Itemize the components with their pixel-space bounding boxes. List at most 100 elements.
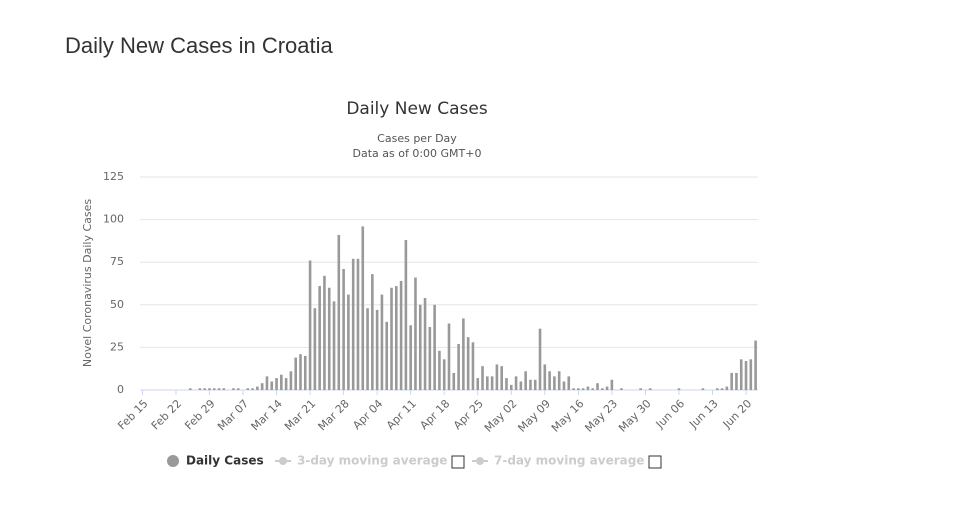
bar bbox=[395, 286, 398, 390]
legend-marker bbox=[476, 457, 484, 465]
bar bbox=[217, 388, 221, 390]
bar bbox=[390, 287, 393, 390]
bar bbox=[457, 343, 460, 390]
x-tick-label: Apr 11 bbox=[384, 397, 419, 432]
bar bbox=[318, 286, 321, 390]
bar bbox=[620, 388, 623, 390]
bar bbox=[557, 371, 561, 390]
bar bbox=[260, 383, 264, 390]
chart-subtitle: Cases per Day bbox=[377, 132, 457, 145]
bar bbox=[505, 378, 508, 390]
bar bbox=[327, 287, 331, 390]
bar bbox=[720, 388, 724, 390]
page-title: Daily New Cases in Croatia bbox=[65, 33, 334, 58]
bar bbox=[399, 280, 403, 390]
legend-label[interactable]: Daily Cases bbox=[186, 454, 264, 468]
chart-subtitle: Data as of 0:00 GMT+0 bbox=[353, 147, 482, 160]
bar bbox=[342, 269, 345, 390]
y-tick-label: 0 bbox=[117, 383, 124, 396]
bar bbox=[361, 226, 365, 390]
bar bbox=[500, 366, 503, 390]
bar bbox=[447, 323, 451, 390]
bar bbox=[529, 379, 532, 390]
x-tick-label: Mar 21 bbox=[282, 397, 318, 433]
x-tick-label: Jun 20 bbox=[720, 397, 754, 431]
bar bbox=[739, 359, 743, 390]
y-tick-label: 25 bbox=[110, 340, 124, 353]
bar bbox=[581, 388, 585, 390]
bar bbox=[294, 357, 297, 390]
bar bbox=[308, 260, 312, 390]
bar bbox=[347, 294, 350, 390]
bar bbox=[572, 388, 575, 390]
bar bbox=[246, 388, 250, 390]
bar bbox=[418, 304, 422, 390]
x-tick-label: May 09 bbox=[515, 397, 553, 435]
bar bbox=[601, 388, 604, 390]
bar bbox=[562, 381, 566, 390]
bar bbox=[208, 388, 211, 390]
bar bbox=[519, 381, 523, 390]
bar bbox=[639, 388, 642, 390]
bar bbox=[442, 359, 446, 390]
bar bbox=[596, 383, 599, 390]
bar bbox=[409, 325, 412, 390]
bar bbox=[605, 386, 609, 390]
bar bbox=[337, 234, 341, 390]
chart-title: Daily New Cases bbox=[346, 99, 488, 119]
bar bbox=[471, 342, 475, 390]
bar bbox=[749, 359, 753, 390]
bar bbox=[735, 372, 738, 390]
bar bbox=[289, 371, 293, 390]
bar bbox=[744, 361, 748, 390]
legend-checkbox[interactable] bbox=[648, 455, 662, 469]
bar bbox=[428, 326, 432, 390]
bar bbox=[725, 386, 729, 390]
bar bbox=[251, 388, 254, 390]
bar bbox=[375, 309, 379, 390]
bar bbox=[356, 258, 360, 390]
bar bbox=[280, 374, 283, 390]
bar bbox=[495, 364, 499, 390]
legend-marker bbox=[279, 457, 287, 465]
x-tick-label: Apr 18 bbox=[417, 397, 452, 432]
bar bbox=[567, 376, 571, 390]
x-tick-label: May 23 bbox=[582, 397, 620, 435]
bar bbox=[514, 376, 518, 390]
bar bbox=[313, 308, 317, 390]
bar bbox=[189, 388, 192, 390]
bar bbox=[610, 379, 614, 390]
x-tick-label: Jun 13 bbox=[686, 397, 720, 431]
bar bbox=[701, 388, 705, 390]
bar bbox=[332, 301, 336, 390]
bar bbox=[351, 258, 355, 390]
bar bbox=[232, 388, 235, 390]
y-tick-label: 100 bbox=[103, 213, 124, 226]
bar bbox=[212, 388, 216, 390]
bar bbox=[476, 378, 480, 390]
bar bbox=[538, 328, 542, 390]
x-tick-label: Mar 07 bbox=[215, 397, 251, 433]
bar bbox=[586, 386, 590, 390]
x-tick-label: Feb 22 bbox=[149, 397, 184, 432]
legend-label[interactable]: 7-day moving average bbox=[494, 454, 644, 468]
bar bbox=[433, 304, 436, 390]
bar bbox=[371, 274, 374, 390]
x-tick-label: Mar 28 bbox=[316, 397, 352, 433]
bar bbox=[323, 275, 326, 390]
x-tick-label: May 30 bbox=[616, 397, 654, 435]
bar bbox=[486, 376, 489, 390]
bar bbox=[198, 388, 202, 390]
bar bbox=[548, 371, 551, 390]
x-tick-label: May 16 bbox=[549, 397, 587, 435]
legend-label[interactable]: 3-day moving average bbox=[297, 454, 447, 468]
x-tick-label: Feb 29 bbox=[182, 397, 217, 432]
bar bbox=[256, 386, 259, 390]
bar bbox=[270, 381, 274, 390]
bar bbox=[275, 378, 278, 390]
bar bbox=[462, 318, 465, 390]
y-tick-label: 125 bbox=[103, 170, 124, 183]
bar bbox=[438, 350, 441, 390]
legend-checkbox[interactable] bbox=[451, 455, 465, 469]
